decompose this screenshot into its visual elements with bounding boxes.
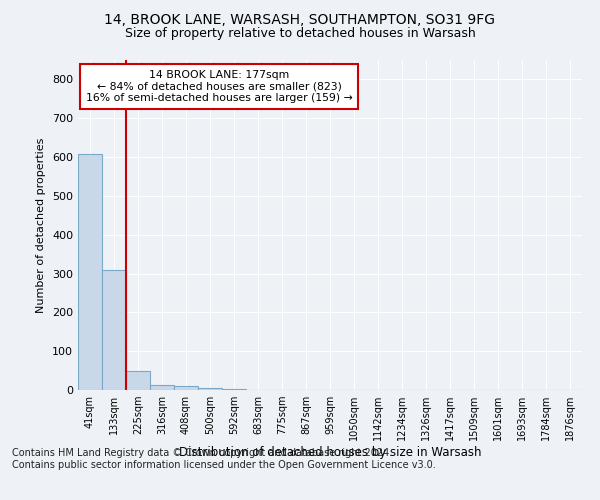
Bar [222,389,246,390]
X-axis label: Distribution of detached houses by size in Warsash: Distribution of detached houses by size … [179,446,481,459]
Bar [102,270,126,390]
Bar [150,386,174,390]
Bar [78,154,102,390]
Text: Contains HM Land Registry data © Crown copyright and database right 2024.: Contains HM Land Registry data © Crown c… [12,448,392,458]
Bar [174,386,198,390]
Text: Size of property relative to detached houses in Warsash: Size of property relative to detached ho… [125,28,475,40]
Text: Contains public sector information licensed under the Open Government Licence v3: Contains public sector information licen… [12,460,436,470]
Bar [198,388,222,390]
Text: 14 BROOK LANE: 177sqm
← 84% of detached houses are smaller (823)
16% of semi-det: 14 BROOK LANE: 177sqm ← 84% of detached … [86,70,352,103]
Y-axis label: Number of detached properties: Number of detached properties [37,138,46,312]
Bar [126,370,150,390]
Text: 14, BROOK LANE, WARSASH, SOUTHAMPTON, SO31 9FG: 14, BROOK LANE, WARSASH, SOUTHAMPTON, SO… [104,12,496,26]
